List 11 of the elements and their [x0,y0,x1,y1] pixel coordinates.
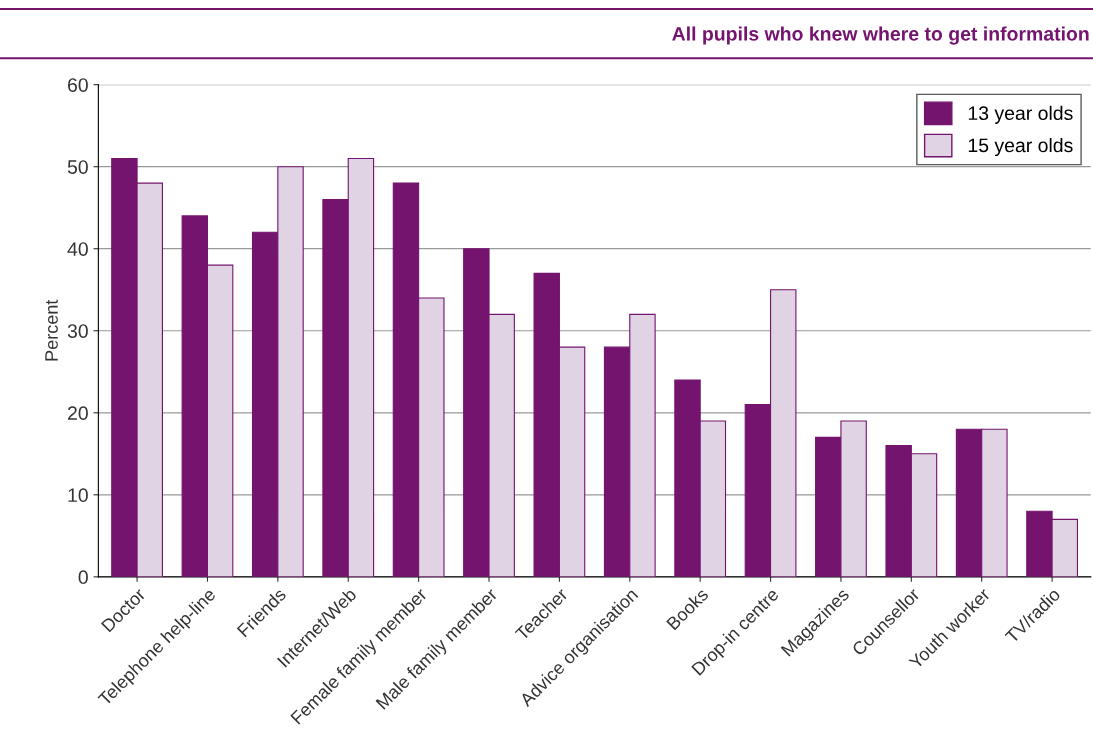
y-tick-label: 50 [67,160,88,174]
legend-label: 15 year olds [968,137,1073,157]
y-tick-label: 40 [67,242,88,256]
y-tick-label: 60 [68,78,88,92]
y-axis-title: Percent [45,299,58,361]
y-tick-label: 0 [78,570,88,585]
legend-label: 13 year olds [968,105,1073,124]
chart-subtitle: All pupils who knew where to get information [672,26,1089,45]
y-tick-label: 20 [68,406,88,421]
y-tick-label: 30 [67,324,88,338]
y-tick-label: 10 [68,488,88,503]
